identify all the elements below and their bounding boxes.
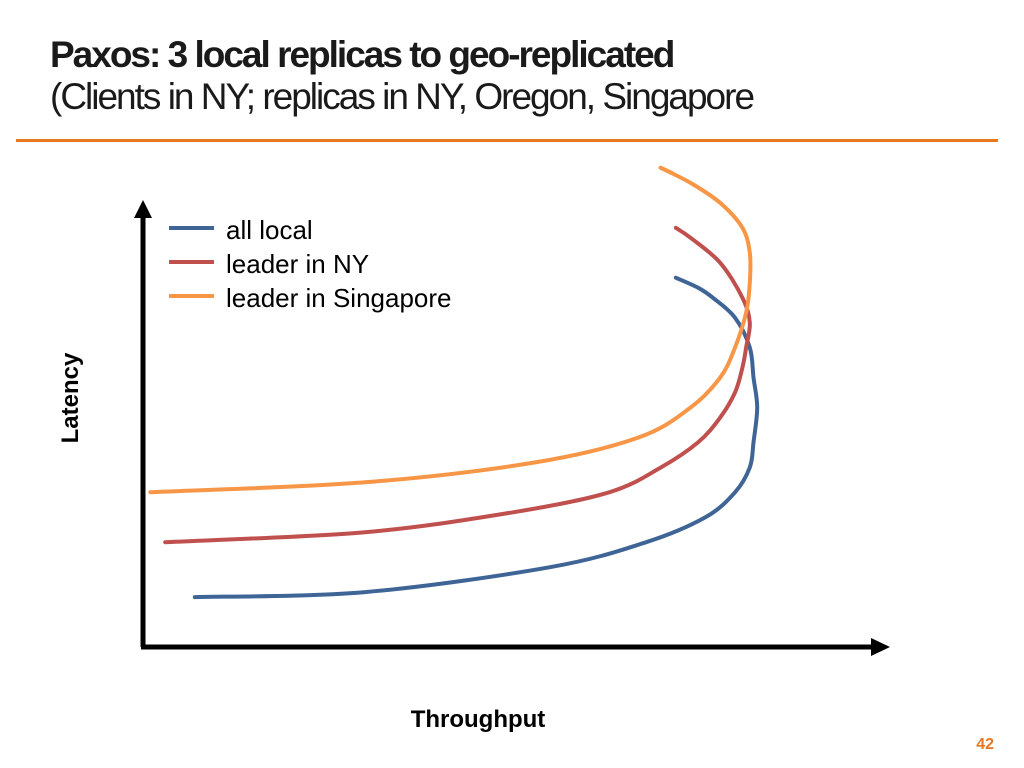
- series-line-all-local: [192, 275, 760, 600]
- series-lines: [148, 165, 760, 600]
- series-line-leader-in-ny: [163, 225, 752, 545]
- series-line-leader-in-singapore: [148, 165, 753, 495]
- title-block: Paxos: 3 local replicas to geo-replicate…: [50, 34, 755, 118]
- page-number: 42: [976, 736, 994, 753]
- y-axis-label: Latency: [57, 352, 84, 443]
- legend: all local leader in NY leader in Singapore: [169, 215, 452, 313]
- legend-label-leader-in-ny: leader in NY: [226, 249, 369, 279]
- legend-label-leader-in-singapore: leader in Singapore: [226, 283, 452, 313]
- x-axis-arrowhead: [871, 638, 890, 656]
- slide-subtitle: (Clients in NY; replicas in NY, Oregon, …: [50, 76, 755, 117]
- legend-label-all-local: all local: [226, 215, 313, 245]
- y-axis-arrowhead: [134, 200, 152, 218]
- x-axis-label: Throughput: [411, 706, 546, 733]
- title-divider: [16, 139, 998, 142]
- slide-title: Paxos: 3 local replicas to geo-replicate…: [50, 34, 675, 75]
